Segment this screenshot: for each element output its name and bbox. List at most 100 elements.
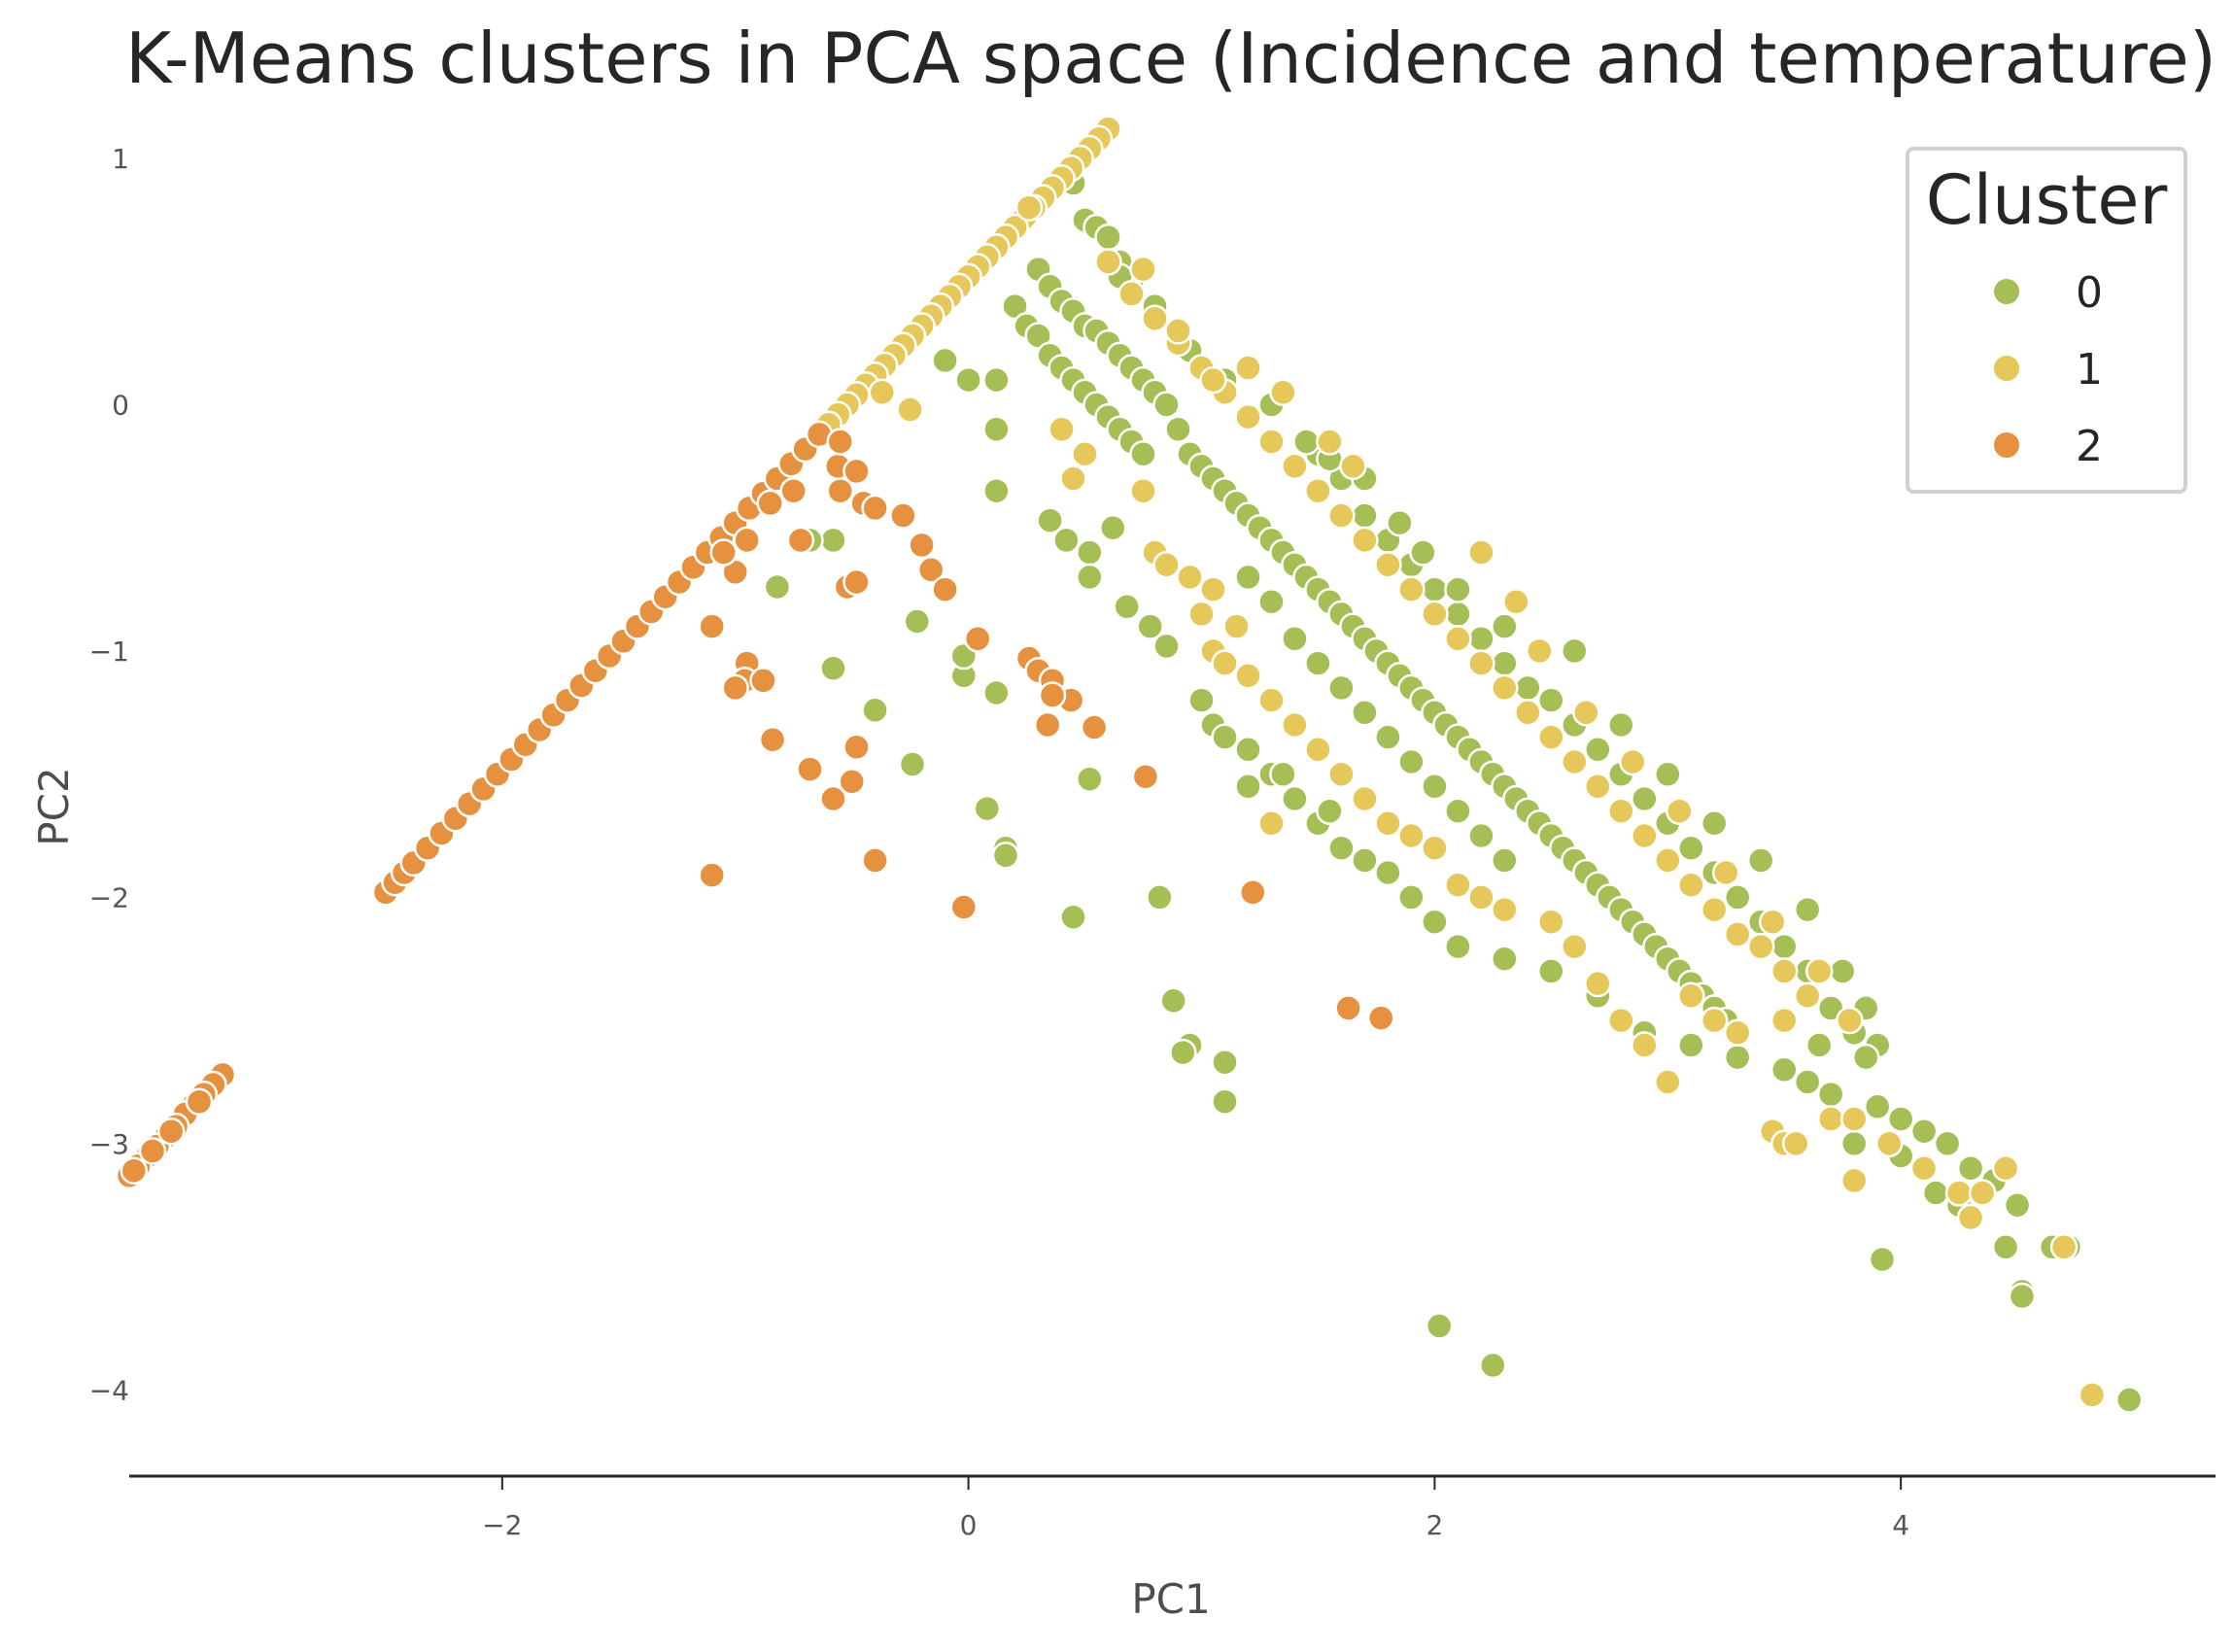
point-cluster-2-53: [779, 476, 808, 505]
point-cluster-0-3: [1094, 223, 1122, 252]
point-cluster-0-172: [861, 696, 889, 725]
point-cluster-2-57: [889, 501, 917, 530]
point-cluster-2-71: [838, 768, 866, 796]
x-tick-label: −2: [482, 1509, 522, 1541]
point-cluster-2-48: [698, 612, 726, 640]
y-ticks: 1 0 −1 −2 −3 −4: [89, 143, 129, 1406]
point-cluster-1-85: [1491, 895, 1519, 924]
point-cluster-0-165: [973, 794, 1002, 823]
point-cluster-1-100: [1909, 1153, 1939, 1183]
point-cluster-0-96: [1723, 883, 1752, 912]
point-cluster-0-137: [1886, 1105, 1915, 1133]
point-cluster-1-122: [1502, 587, 1530, 616]
point-cluster-2-60: [931, 575, 959, 603]
point-cluster-0-84: [1444, 600, 1472, 629]
point-cluster-0-106: [1327, 673, 1356, 703]
point-cluster-0-195: [1444, 575, 1472, 603]
point-cluster-1-61: [1723, 920, 1752, 948]
point-cluster-1-104: [1991, 1153, 2020, 1183]
point-cluster-2-90: [786, 526, 815, 555]
point-cluster-0-108: [1374, 723, 1402, 751]
point-cluster-1-58: [1654, 846, 1682, 875]
point-cluster-0-155: [1425, 1312, 1454, 1340]
point-cluster-0-180: [982, 415, 1011, 444]
y-tick-label: 1: [112, 143, 129, 175]
point-cluster-1-103: [1968, 1179, 1997, 1207]
point-cluster-0-116: [1211, 723, 1239, 751]
point-cluster-0-161: [1146, 883, 1174, 912]
point-cluster-1-89: [1607, 1006, 1635, 1035]
point-cluster-1-106: [2078, 1381, 2107, 1409]
point-cluster-0-173: [903, 607, 932, 636]
point-cluster-1-129: [1804, 957, 1834, 985]
point-cluster-1-48: [1421, 600, 1449, 629]
point-cluster-1-80: [1374, 809, 1402, 838]
point-cluster-1-79: [1351, 784, 1379, 813]
point-cluster-0-144: [1921, 1179, 1950, 1207]
point-cluster-2-86: [1334, 994, 1362, 1022]
point-cluster-0-209: [1746, 846, 1775, 875]
point-cluster-0-123: [1374, 858, 1402, 887]
point-cluster-0-114: [1187, 686, 1216, 714]
x-ticks: −2 0 2 4: [482, 1476, 1909, 1541]
legend-label-0: 0: [2076, 268, 2103, 318]
point-cluster-0-208: [1700, 809, 1729, 838]
point-cluster-0-146: [2003, 1190, 2032, 1220]
point-cluster-1-82: [1421, 834, 1449, 862]
point-cluster-0-153: [2114, 1386, 2144, 1414]
point-cluster-2-50: [709, 538, 738, 567]
point-cluster-1-101: [1944, 1179, 1974, 1207]
point-cluster-2-56: [861, 494, 889, 523]
point-cluster-0-132: [1723, 1043, 1752, 1072]
point-cluster-1-118: [1199, 365, 1227, 395]
point-cluster-0-107: [1351, 699, 1379, 727]
point-cluster-0-92: [1631, 784, 1659, 813]
x-axis-title: PC1: [1131, 1575, 1210, 1623]
point-cluster-0-214: [1851, 1043, 1880, 1072]
y-tick-label: −2: [89, 881, 129, 913]
point-cluster-0-178: [954, 365, 982, 395]
point-cluster-1-51: [1491, 673, 1519, 703]
point-cluster-0-80: [1351, 501, 1379, 530]
point-cluster-2-70: [819, 784, 847, 813]
point-cluster-1-96: [1793, 981, 1822, 1011]
point-cluster-1-116: [1269, 378, 1297, 407]
point-cluster-0-119: [1281, 784, 1309, 813]
legend-label-2: 2: [2076, 422, 2103, 471]
point-cluster-1-45: [1351, 526, 1379, 555]
point-cluster-0-110: [1421, 773, 1449, 801]
point-cluster-1-123: [1526, 637, 1554, 666]
point-cluster-1-83: [1444, 871, 1472, 899]
point-cluster-1-127: [1711, 858, 1740, 887]
point-cluster-1-128: [1758, 908, 1787, 936]
point-cluster-1-88: [1584, 969, 1612, 998]
point-cluster-1-112: [1222, 612, 1251, 640]
point-cluster-0-128: [1537, 957, 1565, 985]
point-cluster-1-47: [1397, 575, 1426, 603]
point-cluster-0-138: [1909, 1117, 1939, 1146]
point-cluster-0-136: [1863, 1092, 1892, 1121]
point-cluster-0-104: [1281, 625, 1309, 653]
point-cluster-1-36: [1141, 304, 1169, 333]
point-cluster-0-127: [1491, 945, 1519, 973]
point-cluster-0-125: [1421, 908, 1449, 936]
point-cluster-1-76: [1281, 710, 1309, 740]
point-cluster-1-94: [1723, 1018, 1752, 1048]
legend-title: Cluster: [1926, 160, 2168, 240]
point-cluster-0-94: [1677, 834, 1705, 862]
point-cluster-2-59: [916, 556, 945, 584]
point-cluster-1-70: [1176, 563, 1204, 592]
point-cluster-2-67: [749, 667, 777, 695]
point-cluster-1-125: [1619, 747, 1647, 776]
point-cluster-0-124: [1397, 883, 1426, 912]
point-cluster-2-75: [949, 893, 979, 921]
y-tick-label: −1: [89, 636, 129, 668]
point-cluster-0-162: [1059, 903, 1087, 931]
point-cluster-1-114: [1316, 428, 1344, 456]
point-cluster-0-103: [1257, 587, 1286, 616]
point-cluster-0-121: [1327, 834, 1356, 862]
point-cluster-0-109: [1397, 747, 1426, 776]
point-cluster-1-97: [1816, 1105, 1845, 1133]
point-cluster-0-179: [982, 365, 1011, 395]
point-cluster-1-62: [1746, 932, 1775, 961]
